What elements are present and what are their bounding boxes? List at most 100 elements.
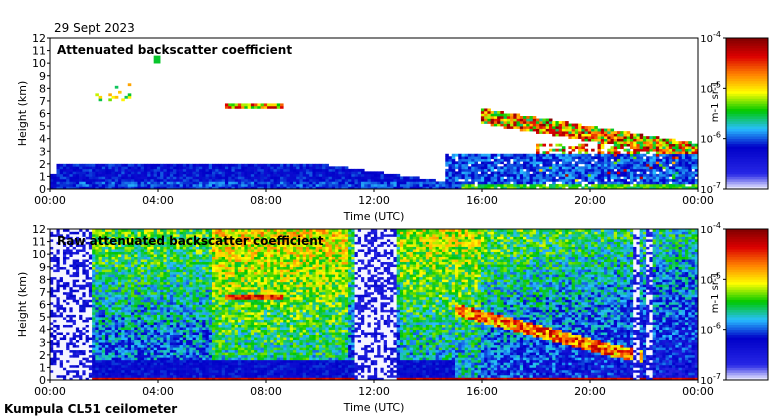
heatmap-cell [442, 186, 446, 190]
heatmap-cell [182, 186, 187, 190]
heatmap-cell [95, 234, 99, 237]
heatmap-cell [685, 161, 689, 165]
heatmap-cell [163, 289, 167, 293]
heatmap-cell [69, 296, 73, 300]
heatmap-cell [435, 181, 440, 185]
heatmap-cell [163, 271, 167, 275]
heatmap-cell [75, 186, 80, 190]
heatmap-cell [212, 173, 216, 177]
heatmap-cell [532, 166, 537, 170]
heatmap-cell [108, 324, 112, 328]
heatmap-cell [536, 171, 540, 175]
heatmap-cell [234, 166, 239, 170]
heatmap-cell [108, 264, 112, 268]
heatmap-cell [169, 301, 174, 305]
heatmap-cell [539, 118, 543, 122]
heatmap-cell [607, 178, 611, 182]
heatmap-cell [678, 183, 683, 187]
heatmap-cell [455, 178, 459, 182]
heatmap-cell [613, 163, 618, 167]
heatmap-cell [263, 183, 268, 187]
heatmap-cell [250, 181, 255, 185]
heatmap-cell [69, 364, 73, 368]
heatmap-cell [72, 369, 77, 373]
heatmap-cell [471, 176, 475, 180]
heatmap-cell [244, 181, 248, 185]
heatmap-cell [523, 128, 527, 132]
heatmap-cell [519, 183, 524, 187]
heatmap-cell [156, 171, 161, 175]
heatmap-cell [568, 151, 572, 155]
heatmap-cell [114, 249, 119, 252]
heatmap-cell [111, 254, 116, 257]
heatmap-cell [613, 166, 618, 170]
heatmap-cell [150, 301, 154, 305]
heatmap-cell [124, 372, 129, 376]
heatmap-cell [257, 166, 261, 170]
heatmap-cell [88, 332, 93, 335]
heatmap-cell [50, 307, 54, 310]
heatmap-cell [92, 291, 96, 295]
heatmap-cell [137, 342, 142, 346]
heatmap-cell [163, 367, 167, 371]
heatmap-cell [124, 266, 129, 270]
heatmap-cell [98, 95, 103, 99]
heatmap-cell [283, 171, 287, 175]
heatmap-cell [56, 324, 61, 328]
heatmap-cell [124, 168, 129, 172]
heatmap-cell [231, 173, 235, 177]
heatmap-cell [150, 317, 154, 320]
heatmap-cell [652, 173, 657, 177]
heatmap-cell [565, 128, 569, 132]
heatmap-cell [263, 181, 268, 185]
heatmap-cell [600, 143, 605, 147]
heatmap-cell [221, 178, 226, 182]
heatmap-cell [82, 256, 86, 260]
heatmap-cell [82, 289, 86, 293]
heatmap-cell [166, 349, 171, 353]
heatmap-cell [131, 246, 135, 250]
heatmap-cell [153, 344, 158, 348]
heatmap-cell [305, 163, 310, 167]
heatmap-cell [322, 181, 326, 185]
heatmap-cell [224, 178, 229, 182]
heatmap-cell [118, 352, 122, 356]
heatmap-cell [131, 377, 135, 381]
heatmap-cell [597, 141, 602, 144]
heatmap-cell [675, 161, 679, 165]
heatmap-cell [131, 357, 135, 361]
heatmap-cell [289, 181, 294, 185]
heatmap-cell [480, 163, 485, 167]
heatmap-cell [296, 166, 300, 170]
heatmap-cell [597, 156, 602, 160]
heatmap-cell [659, 146, 663, 150]
heatmap-cell [59, 324, 64, 328]
heatmap-cell [147, 294, 151, 298]
heatmap-cell [150, 294, 154, 298]
heatmap-cell [276, 176, 281, 180]
heatmap-cell [66, 304, 70, 308]
colorbar: 10-410-510-610-7m-1 sr-1 [700, 30, 769, 196]
heatmap-cell [584, 153, 589, 157]
heatmap-cell [571, 156, 576, 160]
heatmap-cell [448, 156, 453, 160]
heatmap-cell [118, 349, 122, 353]
heatmap-cell [66, 347, 70, 351]
heatmap-cell [79, 261, 83, 265]
heatmap-cell [121, 289, 125, 293]
heatmap-cell [542, 173, 547, 177]
heatmap-cell [137, 352, 142, 356]
heatmap-cell [568, 168, 572, 172]
heatmap-cell [82, 332, 86, 335]
heatmap-cell [140, 251, 145, 255]
heatmap-cell [163, 362, 167, 366]
colorbar-segment [726, 136, 768, 140]
heatmap-cell [59, 354, 64, 358]
heatmap-cell [694, 156, 699, 160]
heatmap-cell [169, 181, 174, 185]
heatmap-cell [636, 173, 640, 177]
heatmap-cell [82, 264, 86, 268]
heatmap-cell [480, 108, 485, 112]
heatmap-cell [137, 259, 142, 263]
heatmap-cell [121, 367, 125, 371]
